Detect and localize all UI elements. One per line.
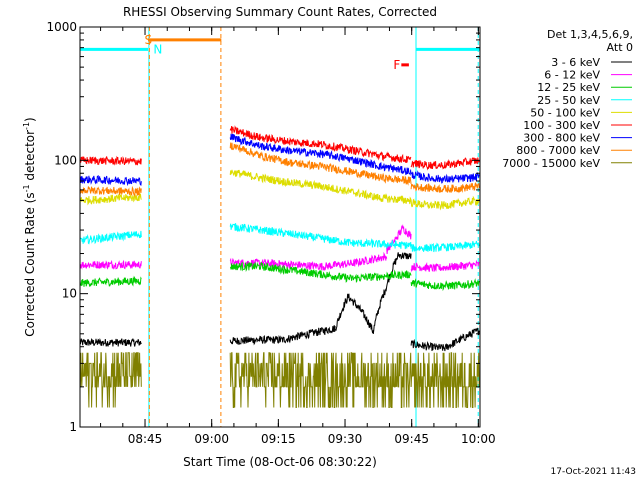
data-series-layer: SN F	[79, 33, 480, 408]
series-line	[335, 252, 412, 334]
y-axis-label-sup1: -1	[22, 184, 31, 192]
series-line	[410, 195, 480, 211]
series-line	[386, 224, 412, 255]
series-line	[410, 182, 480, 194]
x-tick-label: 09:30	[328, 432, 363, 446]
chart-title: RHESSI Observing Summary Count Rates, Co…	[123, 5, 437, 19]
x-tick-label: 09:15	[261, 432, 296, 446]
legend-entry-label: 100 - 300 keV	[523, 119, 600, 132]
series-line	[79, 174, 142, 187]
series-line	[229, 251, 388, 272]
y-tick-label: 1000	[46, 20, 77, 34]
y-axis-label: Corrected Count Rate (s-1 detector-1)	[22, 117, 37, 336]
legend-entry-label: 300 - 800 keV	[523, 132, 600, 145]
series-line	[410, 157, 480, 171]
annotation-label: N	[153, 42, 162, 56]
legend-entry-label: 50 - 100 keV	[530, 106, 600, 119]
series-line	[410, 259, 480, 273]
y-axis-label-sup2: -1	[22, 122, 31, 130]
series-line	[410, 277, 480, 292]
series-line	[79, 259, 142, 270]
series-line	[410, 170, 480, 184]
annotation-label: F	[393, 58, 400, 72]
series-line	[229, 352, 412, 408]
y-tick-label: 1	[69, 420, 77, 434]
x-tick-label: 08:45	[128, 432, 163, 446]
legend-entry-label: 12 - 25 keV	[537, 81, 600, 94]
legend-entry-label: 800 - 7000 keV	[516, 144, 600, 157]
axes-layer: 1 10 100 1000 08:45 09:00 09:15 09:30 09:45 10:00	[46, 20, 495, 446]
series-line	[229, 325, 336, 346]
series-line	[229, 142, 412, 186]
series-line	[79, 352, 142, 408]
y-tick-label: 100	[54, 153, 77, 167]
legend-entry-label: 25 - 50 keV	[537, 94, 600, 107]
y-tick-label: 10	[62, 287, 77, 301]
series-line	[229, 261, 412, 283]
series-line	[229, 125, 412, 164]
x-tick-label: 09:45	[394, 432, 429, 446]
legend-entry-label: 6 - 12 keV	[544, 69, 600, 82]
series-line	[79, 230, 142, 245]
annotation-label: S	[144, 33, 152, 47]
plot-frame	[79, 26, 481, 428]
series-line	[79, 155, 142, 166]
series-line	[79, 193, 142, 206]
reference-lines	[148, 27, 479, 427]
y-axis-label-mid: detector	[23, 130, 37, 185]
y-axis-label-end: )	[23, 117, 37, 122]
series-line	[229, 169, 412, 205]
legend-entry-label: 3 - 6 keV	[551, 56, 600, 69]
x-tick-label: 09:00	[194, 432, 229, 446]
footer-timestamp: 17-Oct-2021 11:43	[551, 467, 636, 477]
series-line	[410, 352, 480, 408]
legend-header-detectors: Det 1,3,4,5,6,9,	[547, 28, 633, 41]
series-line	[79, 275, 142, 287]
legend-header-attenuator: Att 0	[607, 41, 633, 54]
series-line	[229, 133, 412, 176]
legend-entry-label: 7000 - 15000 keV	[502, 157, 600, 170]
series-line	[411, 240, 480, 253]
series-line	[410, 327, 480, 352]
series-line	[79, 185, 142, 198]
x-tick-label: 10:00	[461, 432, 496, 446]
x-axis-label: Start Time (08-Oct-06 08:30:22)	[183, 455, 377, 469]
series-line	[79, 337, 142, 347]
y-axis-label-main: Corrected Count Rate (s	[23, 192, 37, 336]
series-line	[229, 223, 412, 250]
